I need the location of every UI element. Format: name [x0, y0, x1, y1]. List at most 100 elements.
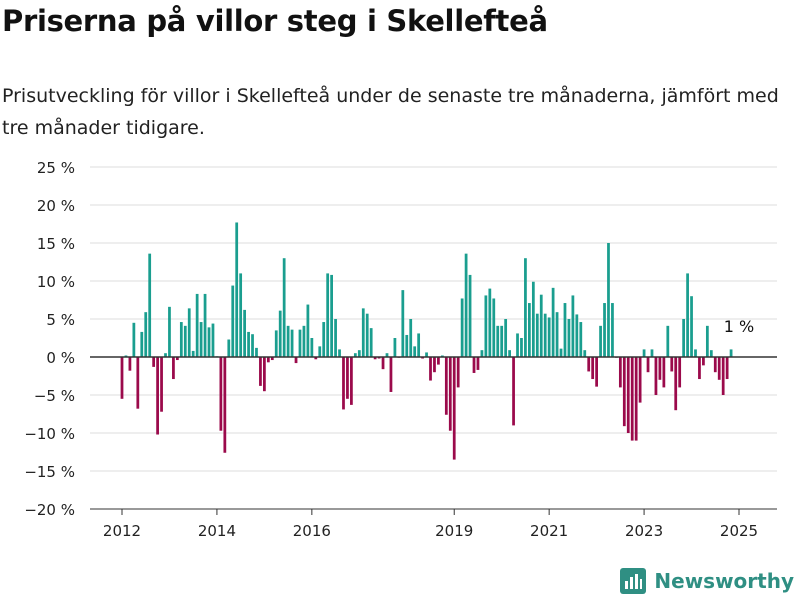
- y-tick-label: 20 %: [37, 197, 75, 215]
- bar: [314, 357, 318, 360]
- bar: [646, 357, 650, 373]
- bar: [698, 357, 701, 380]
- bar: [702, 357, 705, 366]
- page-title: Priserna på villor steg i Skellefteå: [2, 4, 548, 38]
- bar: [124, 355, 128, 357]
- bar: [713, 357, 717, 373]
- y-tick-label: 0 %: [46, 349, 75, 367]
- y-tick-label: −15 %: [24, 463, 75, 481]
- bar: [164, 353, 167, 357]
- bar: [437, 357, 440, 365]
- bar: [456, 357, 460, 388]
- bar: [603, 303, 606, 357]
- brand-name: Newsworthy: [654, 569, 794, 593]
- bar: [357, 350, 361, 357]
- bar: [539, 294, 543, 357]
- bar: [120, 357, 124, 399]
- bar: [274, 330, 278, 357]
- x-tick-label: 2016: [293, 522, 331, 540]
- x-tick-label: 2023: [625, 522, 663, 540]
- bar: [563, 303, 567, 357]
- bar: [508, 350, 511, 357]
- bar: [223, 357, 227, 453]
- bar: [448, 357, 452, 431]
- bar: [634, 357, 638, 441]
- bar: [729, 349, 733, 357]
- bar: [551, 287, 555, 357]
- bar: [128, 357, 132, 371]
- bar: [282, 258, 286, 357]
- bar: [235, 222, 239, 357]
- bar: [421, 357, 424, 359]
- y-tick-label: −10 %: [24, 425, 75, 443]
- bar: [187, 308, 191, 357]
- bar: [488, 288, 492, 357]
- bar: [377, 357, 381, 359]
- bar: [417, 333, 421, 357]
- bar: [579, 322, 583, 357]
- bar: [535, 313, 539, 357]
- bar: [255, 347, 258, 357]
- bar: [389, 357, 393, 392]
- bar: [266, 357, 270, 363]
- latest-value-annotation: 1 %: [724, 317, 754, 336]
- bar: [472, 357, 476, 373]
- bar: [650, 349, 654, 357]
- bar: [674, 357, 678, 411]
- bar: [294, 357, 298, 364]
- y-tick-label: 25 %: [37, 159, 75, 177]
- x-tick-label: 2019: [435, 522, 473, 540]
- bar: [168, 306, 171, 357]
- bar: [191, 350, 195, 357]
- bar: [520, 338, 523, 357]
- bar: [334, 319, 337, 357]
- bar: [709, 350, 713, 357]
- bar: [559, 348, 563, 357]
- bar: [658, 357, 662, 380]
- bar: [452, 357, 456, 460]
- bar: [247, 331, 250, 357]
- bar: [330, 274, 333, 357]
- bar: [219, 357, 223, 431]
- bar: [278, 310, 282, 357]
- bar: [429, 357, 432, 381]
- bar: [175, 357, 179, 361]
- bar: [666, 325, 670, 357]
- bar: [322, 322, 326, 357]
- bar: [571, 295, 575, 357]
- bar: [203, 293, 207, 357]
- bar: [468, 274, 472, 357]
- bar: [270, 357, 274, 361]
- bar: [231, 285, 235, 357]
- bar: [318, 346, 322, 357]
- y-tick-label: 5 %: [46, 311, 75, 329]
- bar: [381, 357, 385, 370]
- bar: [460, 298, 464, 357]
- bar: [263, 357, 266, 392]
- bar: [239, 273, 243, 357]
- bar: [555, 312, 559, 357]
- bar: [172, 357, 175, 380]
- bar: [642, 349, 646, 357]
- bar: [670, 357, 674, 372]
- bar: [690, 296, 693, 357]
- bar: [591, 357, 595, 380]
- bar: [662, 357, 666, 388]
- bar: [243, 309, 246, 357]
- bar: [148, 253, 152, 357]
- y-tick-label: −20 %: [24, 501, 75, 519]
- bar: [211, 323, 215, 357]
- bar: [385, 353, 389, 357]
- bar: [393, 338, 397, 357]
- bar: [516, 333, 519, 357]
- x-tick-label: 2021: [530, 522, 568, 540]
- bar: [342, 357, 345, 410]
- bar: [630, 357, 634, 441]
- bar: [179, 322, 183, 357]
- bar-chart-logo-icon: [620, 568, 647, 594]
- x-tick-label: 2014: [198, 522, 236, 540]
- bar: [425, 352, 428, 357]
- bar: [725, 357, 729, 380]
- bar: [306, 304, 310, 357]
- bar: [678, 357, 682, 388]
